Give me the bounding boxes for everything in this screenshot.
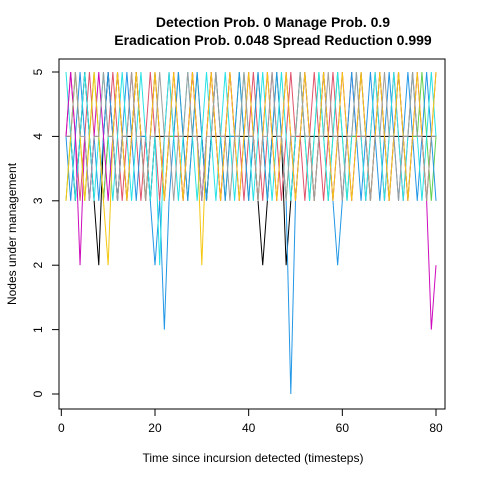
series-layer: [65, 71, 437, 395]
y-tick-label: 5: [31, 68, 45, 75]
x-tick-label: 40: [242, 421, 256, 435]
chart-title-line-1: Detection Prob. 0 Manage Prob. 0.9: [156, 14, 390, 30]
series-line-8: [66, 71, 436, 201]
y-tick-label: 1: [31, 326, 45, 333]
x-tick-label: 80: [429, 421, 443, 435]
y-axis-label: Nodes under management: [5, 162, 19, 305]
x-axis: 0 20 40 60 80: [58, 408, 443, 435]
chart-title-line-2: Eradication Prob. 0.048 Spread Reduction…: [114, 32, 432, 48]
x-axis-label: Time since incursion detected (timesteps…: [143, 451, 364, 465]
y-tick-label: 2: [31, 262, 45, 269]
series-line-5: [65, 71, 437, 266]
x-tick-label: 60: [336, 421, 350, 435]
x-tick-label: 0: [58, 421, 65, 435]
x-tick-label: 20: [148, 421, 162, 435]
y-tick-label: 3: [31, 197, 45, 204]
y-axis: 0 1 2 3 4 5: [31, 68, 60, 397]
y-tick-label: 0: [31, 390, 45, 397]
y-tick-label: 4: [31, 133, 45, 140]
